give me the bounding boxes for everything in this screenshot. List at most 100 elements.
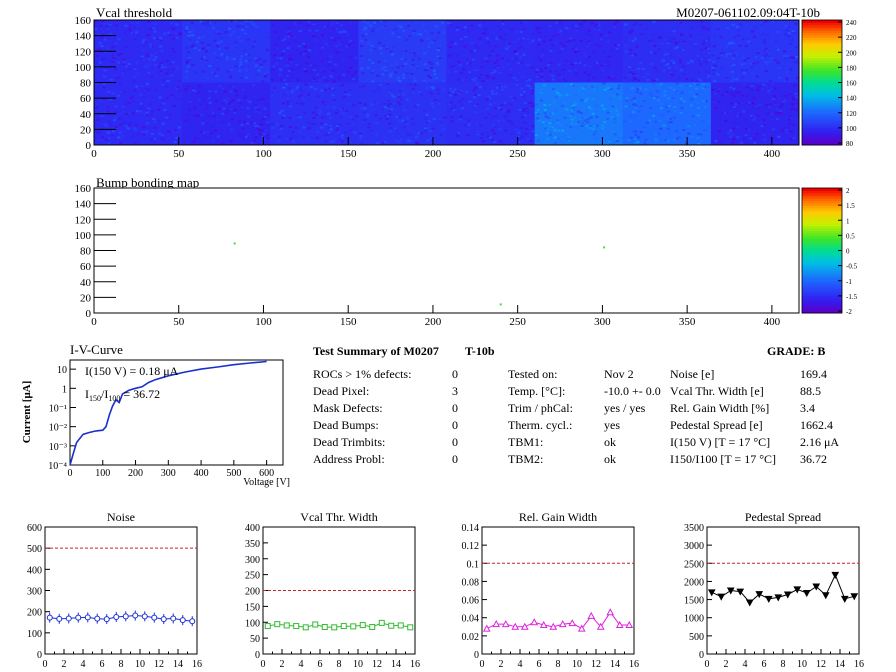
pixel-speckle (672, 37, 676, 40)
pixel-speckle (228, 34, 232, 37)
pixel-speckle (484, 21, 488, 24)
pixel-speckle (142, 133, 146, 136)
pixel-speckle (101, 20, 105, 23)
pixel-speckle (385, 115, 389, 118)
pixel-speckle (394, 104, 398, 107)
pixel-speckle (766, 63, 770, 66)
palette-band (802, 218, 842, 221)
pixel-speckle (450, 120, 454, 123)
pixel-speckle (469, 126, 473, 129)
pixel-speckle (229, 139, 233, 142)
pixel-speckle (752, 137, 756, 140)
pixel-speckle (706, 28, 710, 31)
pixel-speckle (221, 142, 225, 145)
mini-x-tick-label: 14 (835, 659, 845, 670)
mini-point (755, 591, 764, 599)
palette-band (802, 275, 842, 279)
pixel-speckle (392, 28, 396, 31)
pixel-speckle (648, 138, 652, 141)
pixel-speckle (430, 86, 434, 89)
pixel-speckle (407, 24, 411, 27)
pixel-speckle (288, 32, 292, 35)
pixel-speckle (292, 36, 296, 39)
pixel-speckle (508, 115, 512, 118)
summary-value: 3 (452, 384, 458, 398)
pixel-speckle (417, 29, 421, 32)
pixel-speckle (715, 59, 719, 62)
pixel-speckle (410, 117, 414, 120)
pixel-speckle (520, 87, 524, 90)
pixel-speckle (410, 72, 414, 75)
pixel-speckle (644, 138, 648, 141)
pixel-speckle (437, 47, 441, 50)
pixel-speckle (466, 58, 470, 61)
mini-x-tick-label: 12 (591, 659, 601, 670)
pixel-speckle (514, 56, 518, 59)
pixel-speckle (376, 87, 380, 90)
vcal-map-axes: 0 50 100 150 200 250 300 350 4000204060801001201… (75, 15, 781, 160)
pixel-speckle (712, 45, 716, 48)
pixel-speckle (534, 103, 538, 106)
pixel-speckle (388, 122, 392, 125)
pixel-speckle (730, 80, 734, 83)
pixel-speckle (678, 101, 682, 104)
pixel-speckle (137, 86, 141, 89)
pixel-speckle (472, 58, 476, 61)
pixel-speckle (556, 27, 560, 30)
palette-band (802, 40, 842, 43)
pixel-speckle (556, 137, 560, 140)
pixel-speckle (309, 136, 313, 139)
pixel-speckle (165, 86, 169, 89)
pixel-speckle (100, 136, 104, 139)
pixel-speckle (381, 108, 385, 111)
pixel-speckle (371, 69, 375, 72)
pixel-speckle (318, 108, 322, 111)
pixel-speckle (146, 107, 150, 110)
pixel-speckle (276, 140, 280, 143)
pixel-speckle (794, 61, 798, 64)
palette-band (802, 283, 842, 286)
pixel-speckle (362, 20, 366, 23)
pixel-speckle (190, 30, 194, 33)
pixel-speckle (763, 49, 767, 52)
pixel-speckle (211, 71, 215, 74)
pixel-speckle (225, 109, 229, 112)
pixel-speckle (662, 59, 666, 62)
pixel-speckle (231, 85, 235, 88)
pixel-speckle (631, 99, 635, 102)
pixel-speckle (314, 88, 318, 91)
pixel-speckle (412, 29, 416, 32)
pixel-speckle (632, 72, 636, 75)
pixel-speckle (574, 62, 578, 65)
pixel-speckle (606, 117, 610, 120)
pixel-speckle (283, 74, 287, 77)
pixel-speckle (490, 90, 494, 93)
pixel-speckle (523, 102, 527, 105)
pixel-speckle (197, 91, 201, 94)
pixel-speckle (564, 26, 568, 29)
pixel-speckle (288, 125, 292, 128)
pixel-speckle (789, 56, 793, 59)
pixel-speckle (424, 125, 428, 128)
pixel-speckle (659, 87, 663, 90)
pixel-speckle (425, 113, 429, 116)
pixel-speckle (225, 58, 229, 61)
pixel-speckle (652, 25, 656, 28)
pixel-speckle (251, 23, 255, 26)
pixel-speckle (342, 73, 346, 76)
summary-label: Dead Trimbits: (313, 435, 386, 449)
pixel-speckle (367, 123, 371, 126)
pixel-speckle (230, 103, 234, 106)
pixel-speckle (483, 86, 487, 89)
pixel-speckle (388, 130, 392, 133)
x-tick-label: 200 (425, 148, 442, 160)
pixel-speckle (787, 32, 791, 35)
palette-band (802, 42, 842, 46)
pixel-speckle (449, 108, 453, 111)
pixel-speckle (433, 133, 437, 136)
pixel-speckle (413, 76, 417, 79)
pixel-speckle (580, 23, 584, 26)
pixel-speckle (664, 139, 668, 142)
pixel-speckle (583, 33, 587, 36)
pixel-speckle (734, 51, 738, 54)
